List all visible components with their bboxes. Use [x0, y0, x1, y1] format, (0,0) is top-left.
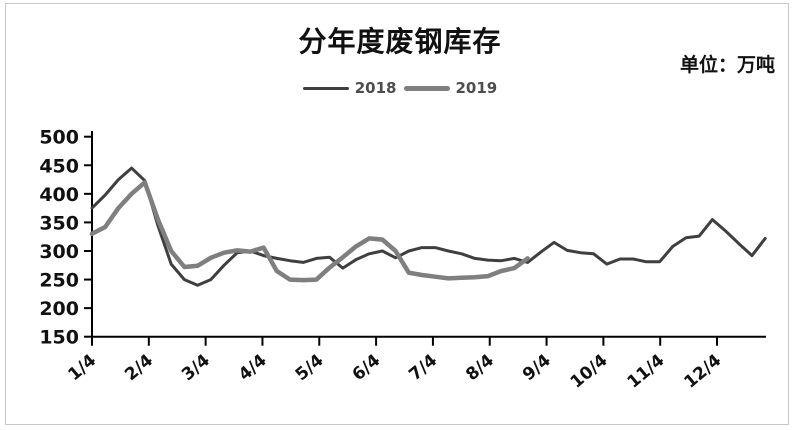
x-axis-label: 2/4 [121, 350, 157, 385]
series-line-2018 [90, 166, 767, 287]
y-axis-label: 400 [39, 184, 79, 206]
y-axis-label: 200 [39, 298, 79, 320]
x-axis-label: 9/4 [519, 350, 555, 385]
x-axis-label: 11/4 [624, 350, 669, 392]
legend-item-2019: 2019 [403, 79, 498, 97]
legend: 2018 2019 [0, 79, 800, 97]
unit-label: 单位：万吨 [679, 54, 775, 76]
y-axis-label: 150 [39, 327, 79, 349]
legend-item-2018: 2018 [302, 79, 397, 97]
x-axis-label: 10/4 [567, 350, 612, 392]
legend-swatch-2019 [403, 85, 450, 91]
y-axis-label: 500 [39, 127, 79, 149]
y-axis-label: 350 [39, 212, 79, 234]
x-axis-label: 4/4 [235, 350, 271, 385]
y-axis-label: 450 [39, 155, 79, 177]
x-axis-label: 6/4 [349, 350, 385, 385]
legend-swatch-2018 [302, 86, 349, 90]
chart-title: 分年度废钢库存 [298, 25, 502, 58]
series-line-2019 [89, 180, 530, 283]
legend-label-2018: 2018 [354, 79, 397, 97]
legend-label-2019: 2019 [455, 79, 498, 97]
x-axis-label: 7/4 [405, 350, 441, 385]
x-axis-label: 8/4 [462, 350, 498, 385]
x-axis-label: 5/4 [292, 350, 328, 385]
x-axis-label: 12/4 [680, 350, 725, 392]
x-axis-label: 3/4 [178, 350, 214, 385]
x-axis-label: 1/4 [64, 350, 100, 385]
y-axis-label: 300 [39, 241, 79, 263]
y-axis-label: 250 [39, 270, 79, 292]
